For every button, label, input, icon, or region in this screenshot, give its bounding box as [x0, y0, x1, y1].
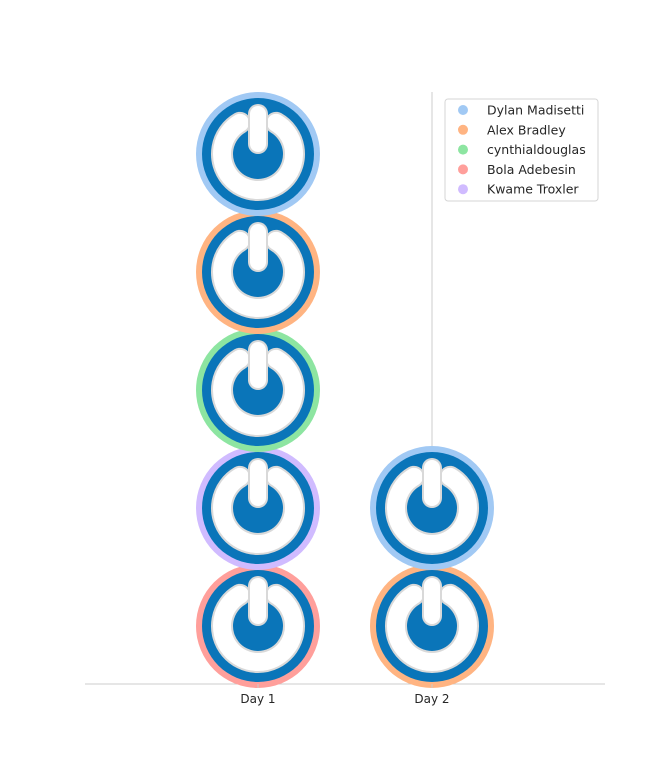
icon-swirl — [213, 113, 303, 199]
icon-swirl — [213, 467, 303, 553]
legend-swatch — [458, 184, 468, 195]
legend-item-dylan-madisetti: Dylan Madisetti — [458, 103, 584, 118]
legend-swatch — [458, 124, 468, 135]
icon-swirl — [387, 467, 477, 553]
legend-label: Bola Adebesin — [487, 162, 576, 177]
marker-cynthialdouglas-day-1 — [196, 328, 320, 452]
legend-item-kwame-troxler: Kwame Troxler — [458, 182, 579, 197]
icon-swirl — [387, 585, 477, 671]
legend: Dylan Madisetti Alex Bradley cynthialdougl… — [444, 98, 599, 202]
marker-kwame-troxler-day-1 — [196, 446, 320, 570]
legend-item-cynthialdouglas: cynthialdouglas — [458, 142, 586, 157]
marker-alex-bradley-day-2 — [370, 564, 494, 688]
legend-item-alex-bradley: Alex Bradley — [458, 122, 566, 137]
marker-bola-adebesin-day-1 — [196, 564, 320, 688]
legend-label: Kwame Troxler — [487, 182, 579, 197]
axes — [85, 92, 605, 685]
marker-alex-bradley-day-1 — [196, 210, 320, 334]
x-tick-labels: Day 1 Day 2 — [240, 684, 450, 706]
legend-label: Dylan Madisetti — [487, 103, 584, 118]
data-markers — [196, 92, 494, 688]
legend-label: cynthialdouglas — [487, 142, 586, 157]
legend-swatch — [458, 164, 468, 175]
legend-box — [444, 98, 599, 202]
marker-dylan-madisetti-day-1 — [196, 92, 320, 216]
legend-label: Alex Bradley — [487, 122, 566, 137]
icon-swirl — [213, 585, 303, 671]
legend-swatch — [458, 144, 468, 155]
x-tick-label-day-2: Day 2 — [414, 692, 449, 706]
legend-item-bola-adebesin: Bola Adebesin — [458, 162, 576, 177]
x-tick-label-day-1: Day 1 — [240, 692, 275, 706]
legend-swatch — [458, 105, 468, 115]
marker-dylan-madisetti-day-2 — [370, 446, 494, 570]
icon-swirl — [213, 349, 303, 435]
icon-swirl — [213, 231, 303, 317]
